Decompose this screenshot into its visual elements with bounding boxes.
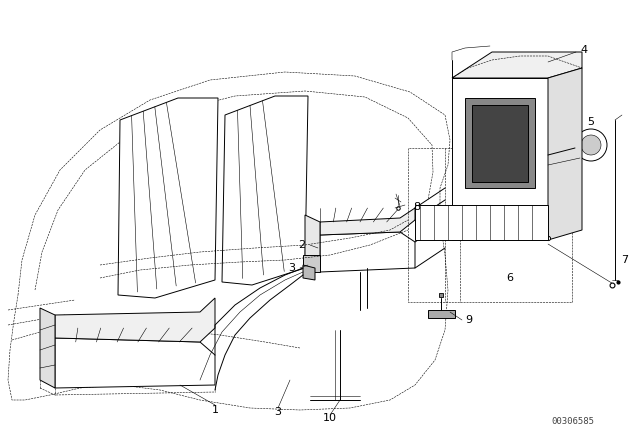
Polygon shape [222, 96, 308, 285]
Polygon shape [452, 78, 548, 240]
Polygon shape [465, 98, 535, 188]
Polygon shape [40, 308, 55, 388]
Polygon shape [415, 205, 548, 240]
Polygon shape [55, 338, 215, 388]
Text: 1: 1 [211, 405, 218, 415]
Text: 6: 6 [506, 273, 513, 283]
Polygon shape [303, 255, 320, 272]
Text: 10: 10 [323, 413, 337, 423]
Polygon shape [320, 232, 415, 272]
Polygon shape [472, 105, 528, 182]
Polygon shape [320, 208, 415, 235]
Text: 7: 7 [621, 255, 628, 265]
Text: 5: 5 [588, 117, 595, 127]
Polygon shape [118, 98, 218, 298]
Polygon shape [452, 52, 582, 78]
Text: 3: 3 [275, 407, 282, 417]
Polygon shape [55, 298, 215, 342]
Text: 00306585: 00306585 [552, 417, 595, 426]
Polygon shape [305, 215, 320, 272]
Text: 8: 8 [413, 202, 420, 212]
Text: 3: 3 [288, 263, 295, 273]
Polygon shape [303, 265, 315, 280]
Circle shape [581, 135, 601, 155]
Polygon shape [548, 68, 582, 240]
Text: 4: 4 [580, 45, 587, 55]
Circle shape [575, 129, 607, 161]
Text: 2: 2 [298, 240, 305, 250]
Polygon shape [428, 310, 455, 318]
Text: 9: 9 [465, 315, 472, 325]
